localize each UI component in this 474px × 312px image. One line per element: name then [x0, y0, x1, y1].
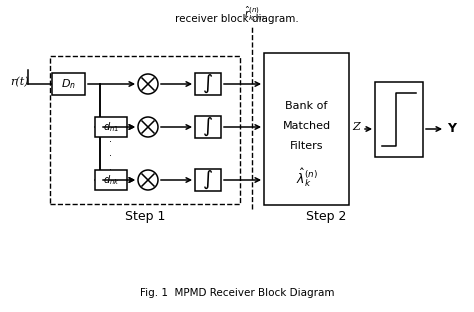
Bar: [52, 73, 85, 95]
Bar: [195, 169, 221, 191]
Bar: [95, 117, 127, 137]
Circle shape: [138, 170, 158, 190]
Text: Fig. 1  MPMD Receiver Block Diagram: Fig. 1 MPMD Receiver Block Diagram: [140, 288, 334, 298]
Bar: [375, 82, 423, 157]
Text: $\hat{r}_{k,m}^{(n)}$: $\hat{r}_{k,m}^{(n)}$: [244, 4, 264, 24]
Text: $\int$: $\int$: [202, 73, 214, 95]
Bar: [195, 73, 221, 95]
Text: $d_{n1}$: $d_{n1}$: [103, 120, 119, 134]
Text: Y: Y: [447, 123, 456, 135]
Text: r(t): r(t): [10, 77, 28, 87]
Text: .
.
.: . . .: [109, 134, 112, 173]
Text: $\int$: $\int$: [202, 116, 214, 138]
Bar: [195, 116, 221, 138]
Text: $\int$: $\int$: [202, 169, 214, 191]
Bar: [50, 56, 240, 204]
Text: Step 2: Step 2: [306, 210, 346, 223]
Text: Bank of: Bank of: [285, 101, 328, 111]
Text: Z: Z: [352, 122, 360, 132]
Text: $D_n$: $D_n$: [61, 77, 76, 91]
Text: Filters: Filters: [290, 141, 323, 151]
Text: Matched: Matched: [283, 121, 330, 131]
Text: Step 1: Step 1: [125, 210, 165, 223]
Bar: [95, 170, 127, 190]
Text: $d_{nk}$: $d_{nk}$: [103, 173, 119, 187]
Text: $\hat{\lambda}_k^{(n)}$: $\hat{\lambda}_k^{(n)}$: [296, 166, 318, 189]
Text: receiver block diagram.: receiver block diagram.: [175, 14, 299, 24]
Circle shape: [138, 74, 158, 94]
Bar: [264, 53, 349, 205]
Circle shape: [138, 117, 158, 137]
